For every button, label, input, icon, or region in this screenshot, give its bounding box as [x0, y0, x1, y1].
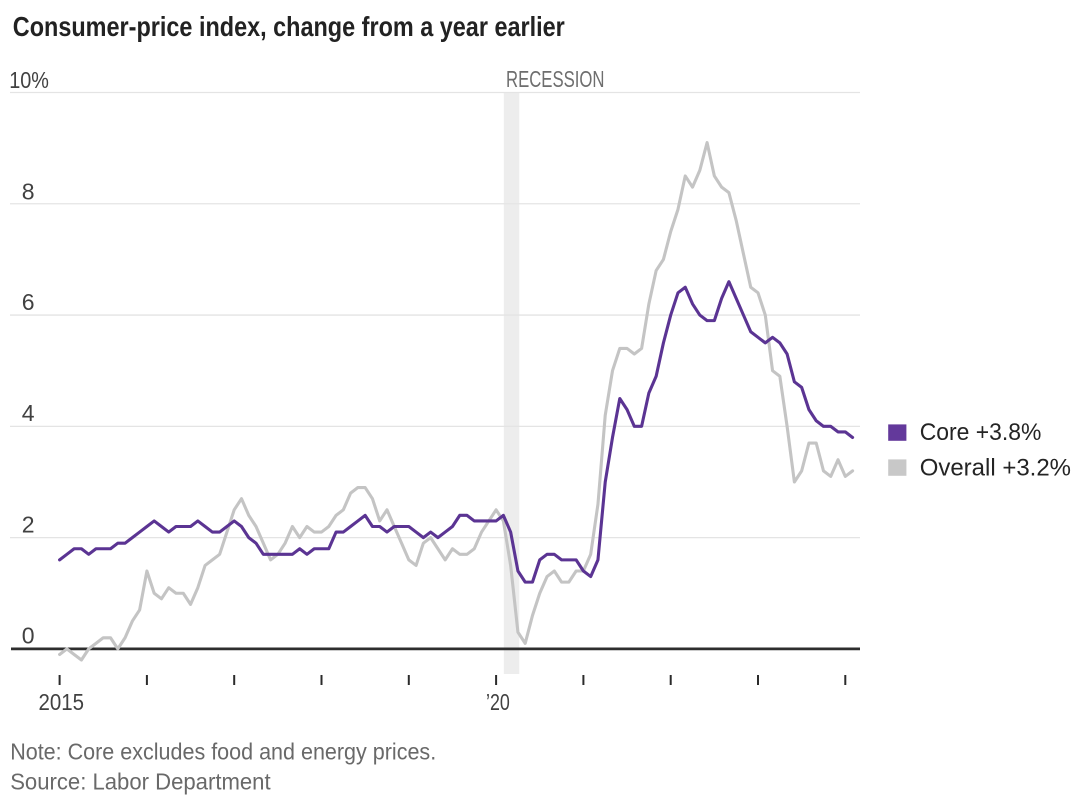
svg-text:2: 2 — [22, 511, 35, 537]
svg-text:RECESSION: RECESSION — [506, 66, 605, 92]
svg-text:6: 6 — [22, 289, 35, 315]
svg-text:2015: 2015 — [39, 689, 85, 715]
svg-text:Note: Core excludes food and e: Note: Core excludes food and energy pric… — [10, 739, 436, 765]
svg-text:0: 0 — [22, 622, 35, 648]
svg-text:Consumer-price index, change f: Consumer-price index, change from a year… — [13, 11, 565, 42]
svg-text:8: 8 — [22, 178, 35, 204]
svg-text:10%: 10% — [9, 67, 49, 93]
svg-text:Core +3.8%: Core +3.8% — [920, 419, 1042, 446]
svg-text:4: 4 — [22, 400, 35, 426]
svg-text:Overall +3.2%: Overall +3.2% — [920, 455, 1071, 482]
svg-text:Source: Labor Department: Source: Labor Department — [10, 769, 271, 795]
svg-text:’20: ’20 — [486, 689, 510, 715]
